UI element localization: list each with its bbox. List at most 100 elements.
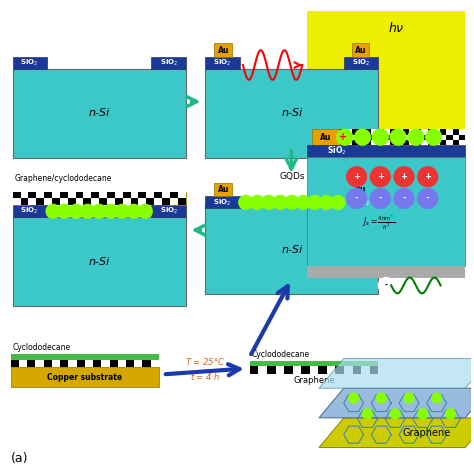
Polygon shape bbox=[319, 358, 474, 388]
Bar bbox=[336, 366, 344, 374]
Bar bbox=[453, 129, 459, 135]
Bar bbox=[170, 199, 178, 205]
Circle shape bbox=[418, 189, 438, 209]
Circle shape bbox=[355, 129, 370, 145]
Circle shape bbox=[363, 409, 373, 419]
Text: +: + bbox=[353, 172, 360, 181]
Bar bbox=[123, 199, 130, 205]
Circle shape bbox=[394, 167, 414, 187]
Bar bbox=[123, 191, 130, 199]
Bar bbox=[340, 129, 346, 135]
Bar bbox=[83, 199, 91, 205]
Bar bbox=[28, 199, 36, 205]
Bar bbox=[115, 191, 123, 199]
Circle shape bbox=[69, 204, 83, 218]
Bar bbox=[370, 366, 378, 374]
Bar bbox=[307, 157, 465, 265]
Text: -: - bbox=[402, 194, 406, 203]
Bar bbox=[396, 140, 402, 145]
Bar bbox=[75, 199, 83, 205]
Bar bbox=[250, 361, 378, 366]
Text: SiO$_2$: SiO$_2$ bbox=[353, 197, 371, 208]
Bar bbox=[60, 191, 68, 199]
Circle shape bbox=[296, 195, 310, 210]
Circle shape bbox=[446, 409, 456, 419]
Text: -: - bbox=[385, 281, 388, 290]
Circle shape bbox=[138, 204, 152, 218]
Circle shape bbox=[308, 195, 322, 210]
Bar bbox=[20, 191, 28, 199]
Bar bbox=[312, 129, 340, 145]
Text: SiO$_2$: SiO$_2$ bbox=[20, 206, 38, 217]
Text: Au: Au bbox=[218, 185, 229, 194]
Bar bbox=[340, 140, 346, 145]
Bar bbox=[365, 129, 371, 135]
Bar bbox=[162, 199, 170, 205]
Bar bbox=[60, 199, 68, 205]
Bar bbox=[13, 191, 30, 205]
Text: $t$ = 4 h: $t$ = 4 h bbox=[190, 371, 220, 382]
Bar bbox=[384, 135, 390, 140]
Text: n-Si: n-Si bbox=[89, 109, 110, 118]
Bar bbox=[447, 129, 453, 135]
Bar bbox=[402, 129, 409, 135]
Circle shape bbox=[127, 204, 141, 218]
Bar bbox=[409, 135, 415, 140]
Circle shape bbox=[404, 393, 414, 403]
Circle shape bbox=[376, 393, 386, 403]
Circle shape bbox=[92, 204, 106, 218]
Bar bbox=[27, 360, 36, 367]
Bar bbox=[377, 140, 384, 145]
Bar bbox=[434, 135, 440, 140]
Bar bbox=[440, 129, 447, 135]
Bar bbox=[359, 140, 365, 145]
Polygon shape bbox=[319, 388, 474, 418]
Bar bbox=[428, 129, 434, 135]
Bar bbox=[428, 135, 434, 140]
Bar bbox=[359, 129, 365, 135]
Bar bbox=[361, 366, 370, 374]
Text: Copper substrate: Copper substrate bbox=[47, 373, 122, 382]
Text: Cyclododecane: Cyclododecane bbox=[13, 343, 71, 352]
Bar bbox=[346, 135, 352, 140]
Bar bbox=[307, 11, 465, 129]
Circle shape bbox=[331, 195, 345, 210]
Bar bbox=[440, 140, 447, 145]
Bar bbox=[390, 135, 396, 140]
Circle shape bbox=[394, 189, 414, 209]
Bar bbox=[36, 199, 44, 205]
Bar bbox=[440, 135, 447, 140]
Text: SiO$_2$: SiO$_2$ bbox=[160, 58, 178, 68]
Bar bbox=[13, 205, 47, 217]
Bar bbox=[344, 57, 378, 69]
Bar bbox=[319, 366, 327, 374]
Bar bbox=[99, 199, 107, 205]
Bar bbox=[415, 129, 421, 135]
Bar bbox=[134, 360, 143, 367]
Bar bbox=[151, 205, 186, 217]
Text: -: - bbox=[378, 194, 382, 203]
Bar bbox=[214, 43, 232, 57]
Bar bbox=[384, 129, 390, 135]
Bar bbox=[390, 140, 396, 145]
Bar bbox=[205, 69, 378, 158]
Bar bbox=[421, 129, 428, 135]
Circle shape bbox=[346, 189, 366, 209]
Bar bbox=[13, 69, 186, 158]
Bar bbox=[371, 129, 377, 135]
Text: Graphene: Graphene bbox=[402, 428, 450, 438]
Polygon shape bbox=[319, 418, 474, 447]
Bar bbox=[359, 135, 365, 140]
Text: $T$ = 25°C: $T$ = 25°C bbox=[185, 356, 226, 367]
Bar bbox=[453, 140, 459, 145]
Bar bbox=[60, 360, 68, 367]
Bar bbox=[101, 360, 109, 367]
Text: Au: Au bbox=[355, 46, 366, 55]
Bar bbox=[344, 197, 378, 209]
Bar bbox=[109, 360, 118, 367]
Circle shape bbox=[426, 129, 442, 145]
Text: $h\nu$: $h\nu$ bbox=[388, 21, 404, 36]
Text: SiO$_2$: SiO$_2$ bbox=[160, 206, 178, 217]
Bar bbox=[402, 135, 409, 140]
Bar bbox=[205, 197, 240, 209]
